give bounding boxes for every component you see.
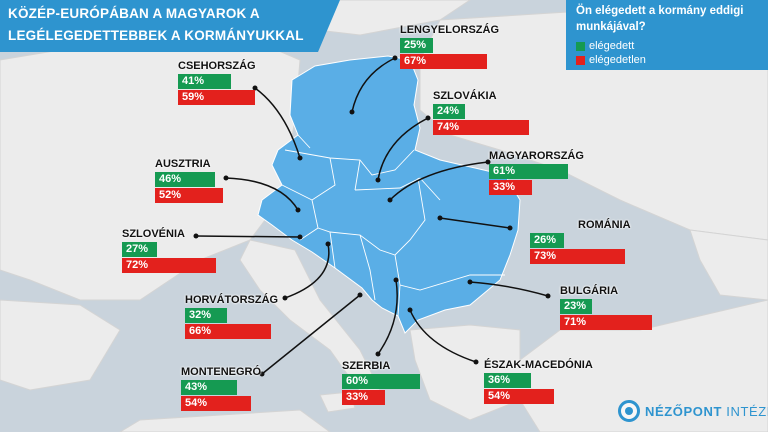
satisfied-bar: 61% <box>489 164 569 179</box>
dissatisfied-bar: 73% <box>530 249 625 264</box>
title-line-1: KÖZÉP-EURÓPÁBAN A MAGYAROK A <box>8 6 260 21</box>
satisfied-value: 26% <box>534 234 557 246</box>
country-name: CSEHORSZÁG <box>178 60 256 72</box>
satisfied-value: 24% <box>437 105 460 117</box>
dissatisfied-value: 54% <box>185 397 208 409</box>
legend-dissatisfied: elégedetlen <box>576 54 646 66</box>
legend-satisfied-label: elégedett <box>589 40 635 52</box>
highlighted-region <box>257 55 521 334</box>
leader-line-szlovenia <box>195 235 301 238</box>
country-name: MONTENEGRÓ <box>181 366 262 378</box>
satisfied-value: 61% <box>493 165 516 177</box>
satisfied-bar: 32% <box>185 308 227 323</box>
legend-question-line-1: Ön elégedett a kormány eddigi <box>576 5 744 17</box>
dissatisfied-bar: 67% <box>400 54 488 69</box>
brand-name-part2: INTÉZET <box>726 403 768 419</box>
dissatisfied-value: 72% <box>126 259 149 271</box>
satisfied-bar: 46% <box>155 172 215 187</box>
satisfied-bar: 43% <box>181 380 237 395</box>
legend-question-line-2: munkájával? <box>576 21 646 33</box>
leader-line-bulgaria <box>469 281 549 297</box>
dissatisfied-value: 59% <box>182 91 205 103</box>
dissatisfied-bar: 59% <box>178 90 255 105</box>
country-name: SZLOVÁKIA <box>433 90 497 102</box>
leader-line-horvatorszag <box>284 243 330 299</box>
leader-line-eszak-macedonia <box>409 309 477 363</box>
dissatisfied-bar: 33% <box>489 180 532 195</box>
leader-line-csehorszag <box>254 87 301 159</box>
satisfied-value: 27% <box>126 243 149 255</box>
dissatisfied-swatch <box>576 55 585 65</box>
brand-logo: NÉZŐPONT INTÉZET <box>618 400 768 422</box>
dissatisfied-value: 33% <box>493 181 516 193</box>
country-borders <box>281 134 505 317</box>
satisfied-value: 60% <box>346 375 369 387</box>
dissatisfied-bar: 72% <box>122 258 216 273</box>
satisfied-value: 43% <box>185 381 208 393</box>
leader-line-montenegro <box>261 294 361 375</box>
satisfied-swatch <box>576 41 585 51</box>
dissatisfied-bar: 33% <box>342 390 385 405</box>
leader-line-lengyelorszag <box>351 57 396 113</box>
leader-line-szlovakia <box>377 117 429 181</box>
dissatisfied-bar: 52% <box>155 188 223 203</box>
dissatisfied-bar: 71% <box>560 315 653 330</box>
dissatisfied-bar: 54% <box>181 396 252 411</box>
leader-lines <box>195 57 549 375</box>
leader-line-ausztria <box>225 177 299 211</box>
leader-dots <box>193 55 551 377</box>
country-name: ÉSZAK-MACEDÓNIA <box>484 359 593 371</box>
dissatisfied-value: 52% <box>159 189 182 201</box>
brand-name: NÉZŐPONT INTÉZET <box>645 404 768 419</box>
dissatisfied-value: 33% <box>346 391 369 403</box>
satisfied-value: 36% <box>488 374 511 386</box>
legend-dissatisfied-label: elégedetlen <box>589 54 646 66</box>
satisfied-value: 23% <box>564 300 587 312</box>
satisfied-bar: 41% <box>178 74 232 89</box>
satisfied-bar: 27% <box>122 242 158 257</box>
leader-line-magyarorszag <box>389 161 489 201</box>
country-name: SZLOVÉNIA <box>122 228 185 240</box>
title-banner: KÖZÉP-EURÓPÁBAN A MAGYAROK A LEGÉLEGEDET… <box>0 0 340 52</box>
dissatisfied-value: 71% <box>564 316 587 328</box>
dissatisfied-value: 67% <box>404 55 427 67</box>
country-name: AUSZTRIA <box>155 158 211 170</box>
dissatisfied-value: 66% <box>189 325 212 337</box>
country-name: MAGYARORSZÁG <box>489 150 584 162</box>
country-name: BULGÁRIA <box>560 285 619 297</box>
leader-line-szerbia <box>377 279 398 355</box>
satisfied-bar: 23% <box>560 299 592 314</box>
legend: Ön elégedett a kormány eddigi munkájával… <box>566 0 768 70</box>
country-name: ROMÁNIA <box>578 219 631 231</box>
country-name: HORVÁTORSZÁG <box>185 294 279 306</box>
leader-line-romania <box>439 217 511 229</box>
satisfied-value: 46% <box>159 173 182 185</box>
satisfied-bar: 25% <box>400 38 433 53</box>
title-line-2: LEGÉLEGEDETTEBBEK A KORMÁNYUKKAL <box>8 28 304 43</box>
satisfied-value: 41% <box>182 75 205 87</box>
dissatisfied-value: 73% <box>534 250 557 262</box>
dissatisfied-bar: 74% <box>433 120 530 135</box>
country-name: LENGYELORSZÁG <box>400 24 500 36</box>
country-name: SZERBIA <box>342 360 391 372</box>
dissatisfied-bar: 66% <box>185 324 271 339</box>
brand-name-part1: NÉZŐPONT <box>645 403 723 419</box>
satisfied-value: 32% <box>189 309 212 321</box>
legend-satisfied: elégedett <box>576 40 634 52</box>
satisfied-bar: 24% <box>433 104 465 119</box>
satisfied-value: 25% <box>404 39 427 51</box>
dissatisfied-value: 74% <box>437 121 460 133</box>
dissatisfied-bar: 54% <box>484 389 555 404</box>
satisfied-bar: 36% <box>484 373 531 388</box>
target-icon <box>618 400 640 422</box>
satisfied-bar: 26% <box>530 233 564 248</box>
dissatisfied-value: 54% <box>488 390 511 402</box>
satisfied-bar: 60% <box>342 374 420 389</box>
